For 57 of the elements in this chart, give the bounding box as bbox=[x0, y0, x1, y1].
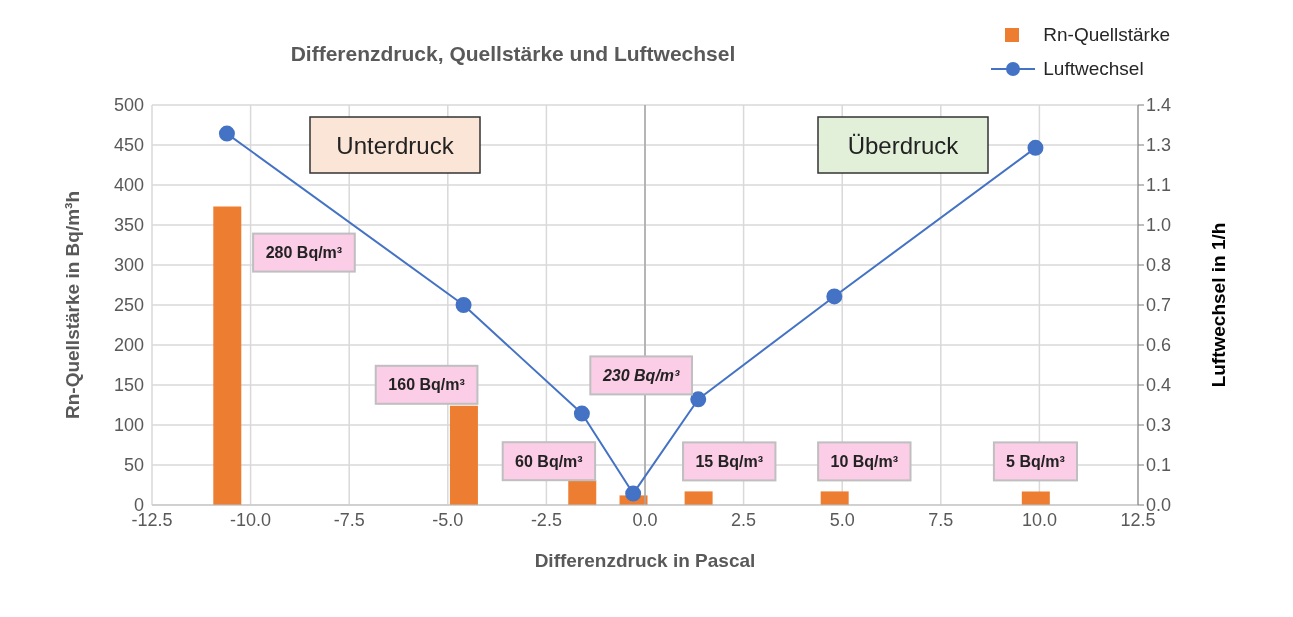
y-tick-label: 350 bbox=[113, 215, 144, 236]
y2-tick-label: 0.4 bbox=[1146, 375, 1172, 396]
x-tick-label: -2.5 bbox=[530, 509, 562, 530]
y-tick-label: 450 bbox=[113, 135, 144, 156]
annotation: 5 Bq/m³ bbox=[1006, 452, 1065, 470]
y-tick-label: 50 bbox=[123, 455, 144, 476]
y2-tick-label: 1.0 bbox=[1146, 215, 1172, 236]
annotation: 60 Bq/m³ bbox=[515, 452, 583, 470]
x-tick-label: 7.5 bbox=[928, 509, 954, 530]
legend-label: Rn-Quellstärke bbox=[1043, 23, 1170, 47]
y2-tick-label: 1.1 bbox=[1146, 175, 1172, 196]
annotation: Unterdruck bbox=[336, 131, 455, 159]
x-tick-label: 2.5 bbox=[731, 509, 757, 530]
y-tick-label: 100 bbox=[113, 415, 144, 436]
y2-tick-label: 0.6 bbox=[1146, 335, 1172, 356]
x-tick-label: -5.0 bbox=[432, 509, 464, 530]
x-tick-label: -7.5 bbox=[333, 509, 365, 530]
point bbox=[1027, 139, 1044, 156]
point bbox=[455, 297, 472, 313]
legend-label: Luftwechsel bbox=[1043, 57, 1144, 81]
x-tick-label: 5.0 bbox=[829, 509, 855, 530]
point bbox=[826, 288, 843, 305]
y2-tick-label: 0.7 bbox=[1146, 295, 1172, 316]
bar bbox=[820, 491, 849, 505]
bar bbox=[568, 480, 597, 505]
y-tick-label: 250 bbox=[113, 295, 144, 316]
y-axis-title: Rn-Quellstärke in Bq/m³h bbox=[61, 190, 83, 420]
y2-tick-label: 0.3 bbox=[1146, 415, 1172, 436]
y2-tick-label: 1.4 bbox=[1146, 95, 1172, 116]
x-tick-label: 0.0 bbox=[632, 509, 658, 530]
annotation: 280 Bq/m³ bbox=[265, 244, 343, 262]
chart-title: Differenzdruck, Quellstärke und Luftwechsel bbox=[289, 42, 737, 66]
bar bbox=[449, 405, 478, 505]
bar bbox=[684, 491, 713, 505]
annotation: 10 Bq/m³ bbox=[830, 452, 899, 470]
y2-tick-label: 0.1 bbox=[1146, 455, 1172, 476]
bar bbox=[213, 206, 242, 505]
annotation: 160 Bq/m³ bbox=[388, 376, 465, 394]
point bbox=[690, 391, 707, 408]
y-tick-label: 400 bbox=[113, 175, 144, 196]
annotation: 15 Bq/m³ bbox=[695, 452, 764, 470]
x-tick-label: 10.0 bbox=[1021, 509, 1057, 530]
point bbox=[573, 405, 590, 422]
annotation: Überdruck bbox=[847, 131, 960, 159]
x-axis-title: Differenzdruck in Pascal bbox=[534, 550, 756, 571]
y2-axis-title: Luftwechsel in 1/h bbox=[1207, 222, 1229, 388]
y-tick-label: 500 bbox=[113, 95, 144, 116]
bar bbox=[1021, 491, 1050, 505]
point bbox=[218, 125, 235, 142]
y2-tick-label: 1.3 bbox=[1146, 135, 1172, 156]
annotation: 230 Bq/m³ bbox=[601, 366, 681, 384]
point bbox=[625, 485, 642, 502]
y-tick-label: 150 bbox=[113, 375, 144, 396]
y2-tick-label: 0.8 bbox=[1146, 255, 1172, 276]
y-tick-label: 300 bbox=[113, 255, 144, 276]
y-tick-label: 200 bbox=[113, 335, 144, 356]
x-tick-label: -10.0 bbox=[230, 509, 272, 530]
